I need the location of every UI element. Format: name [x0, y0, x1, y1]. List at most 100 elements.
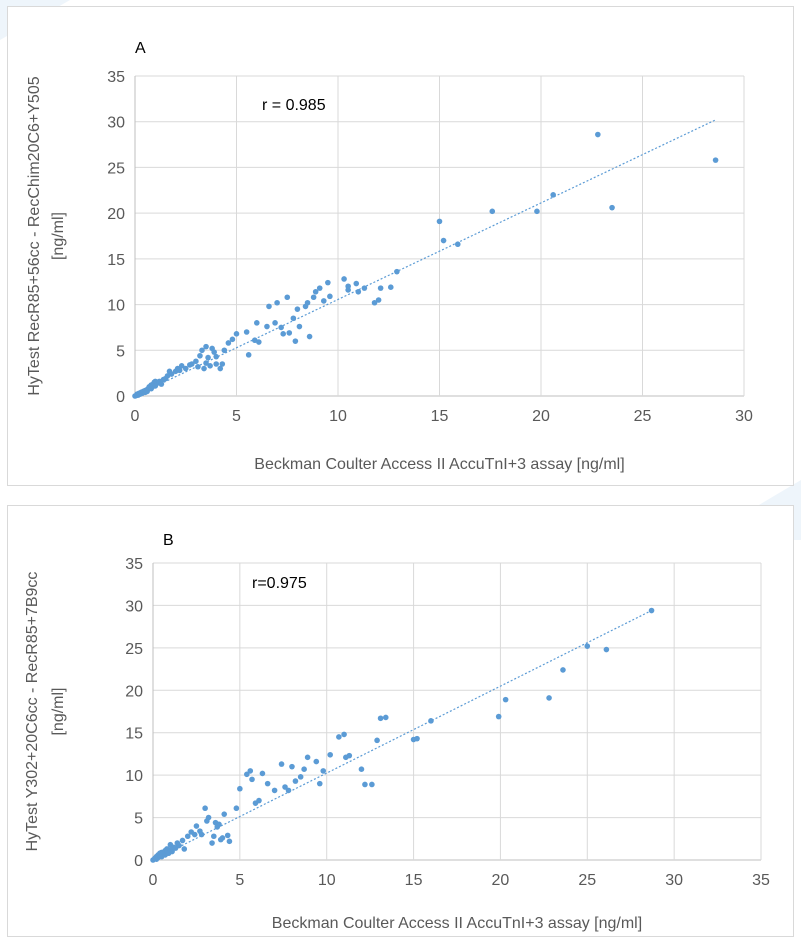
data-point — [312, 288, 319, 295]
y-tick-label: 25 — [125, 641, 143, 658]
y-tick-label: 30 — [125, 598, 143, 615]
data-point — [304, 299, 311, 306]
y-tick-label: 20 — [107, 206, 125, 223]
data-point — [325, 279, 331, 286]
data-point — [182, 365, 189, 372]
data-point — [243, 329, 250, 335]
data-point — [377, 715, 384, 722]
data-point — [233, 331, 240, 337]
data-point — [195, 363, 201, 370]
data-point — [278, 324, 284, 331]
data-point — [237, 785, 243, 792]
data-point — [377, 285, 384, 291]
y-tick-label: 5 — [116, 343, 125, 360]
panel-label: B — [163, 532, 174, 549]
data-point — [226, 838, 233, 845]
data-point — [292, 778, 299, 784]
data-point — [284, 294, 291, 301]
y-tick-label: 35 — [107, 69, 125, 86]
data-point — [271, 787, 278, 794]
data-point — [213, 361, 219, 367]
data-point — [221, 347, 228, 354]
y-tick-label: 30 — [107, 115, 125, 132]
x-tick-label: 0 — [149, 872, 158, 889]
x-tick-label: 20 — [532, 408, 550, 425]
data-point — [336, 734, 342, 740]
data-point — [245, 352, 252, 358]
data-point — [355, 288, 362, 295]
data-point — [375, 297, 382, 303]
data-point — [595, 131, 601, 138]
data-point — [353, 280, 360, 287]
data-point — [495, 713, 502, 720]
data-point — [502, 696, 509, 703]
data-point — [341, 731, 347, 738]
data-point — [179, 837, 186, 844]
data-point — [213, 353, 219, 360]
x-tick-label: 25 — [634, 408, 652, 425]
data-point — [374, 737, 380, 744]
data-point — [189, 361, 195, 367]
data-point — [546, 695, 552, 701]
data-point — [320, 298, 327, 304]
correlation-annotation: r = 0.985 — [262, 97, 326, 114]
data-point — [387, 284, 394, 291]
y-tick-label: 25 — [107, 160, 125, 177]
data-point — [176, 367, 183, 374]
y-tick-label: 15 — [107, 252, 125, 269]
x-tick-label: 5 — [235, 872, 244, 889]
data-point — [158, 381, 165, 387]
data-point — [296, 323, 303, 330]
x-axis-label: Beckman Coulter Access II AccuTnI+3 assa… — [254, 456, 624, 473]
data-point — [247, 768, 254, 774]
data-point — [345, 283, 351, 290]
data-point — [264, 780, 271, 787]
data-point — [197, 352, 203, 359]
data-point — [371, 299, 378, 306]
data-point — [362, 781, 368, 788]
y-tick-label: 0 — [134, 853, 143, 870]
data-point — [346, 752, 353, 759]
y-axis-label-unit: [ng/ml] — [50, 212, 67, 260]
scatter-plot-b: 0 5 10 15 20 25 30 35 0 5 10 15 20 25 30 35 Br=0.975 Beck… — [24, 532, 770, 932]
data-point — [211, 833, 217, 840]
data-point — [169, 848, 175, 855]
y-tick-label: 20 — [125, 683, 143, 700]
x-tick-label: 35 — [752, 872, 770, 889]
data-point — [361, 285, 368, 291]
data-point — [584, 643, 591, 649]
data-point — [224, 832, 231, 839]
data-point — [648, 607, 655, 614]
data-point — [256, 797, 262, 804]
data-point — [306, 333, 313, 340]
x-tick-label: 10 — [329, 408, 347, 425]
data-point — [560, 667, 566, 673]
data-point — [394, 268, 400, 275]
data-point — [712, 157, 719, 163]
trendline — [152, 609, 652, 861]
data-point — [289, 763, 295, 770]
data-point — [285, 787, 292, 794]
data-point — [609, 204, 615, 211]
data-point — [229, 336, 236, 343]
data-point — [199, 347, 205, 354]
y-tick-label: 0 — [116, 389, 125, 406]
data-point — [217, 365, 224, 372]
correlation-annotation: r=0.975 — [252, 575, 307, 592]
data-point — [294, 306, 301, 312]
x-tick-label: 25 — [578, 872, 596, 889]
trendline — [134, 119, 716, 397]
data-point — [297, 774, 304, 780]
data-point — [327, 751, 333, 758]
data-point — [203, 360, 209, 366]
data-point — [292, 338, 299, 344]
data-point — [264, 323, 270, 330]
data-point — [534, 208, 540, 215]
data-point — [191, 831, 198, 838]
data-point — [278, 761, 285, 767]
data-point — [454, 241, 461, 248]
data-point — [320, 768, 327, 774]
data-point — [216, 821, 222, 828]
data-point — [272, 320, 278, 326]
